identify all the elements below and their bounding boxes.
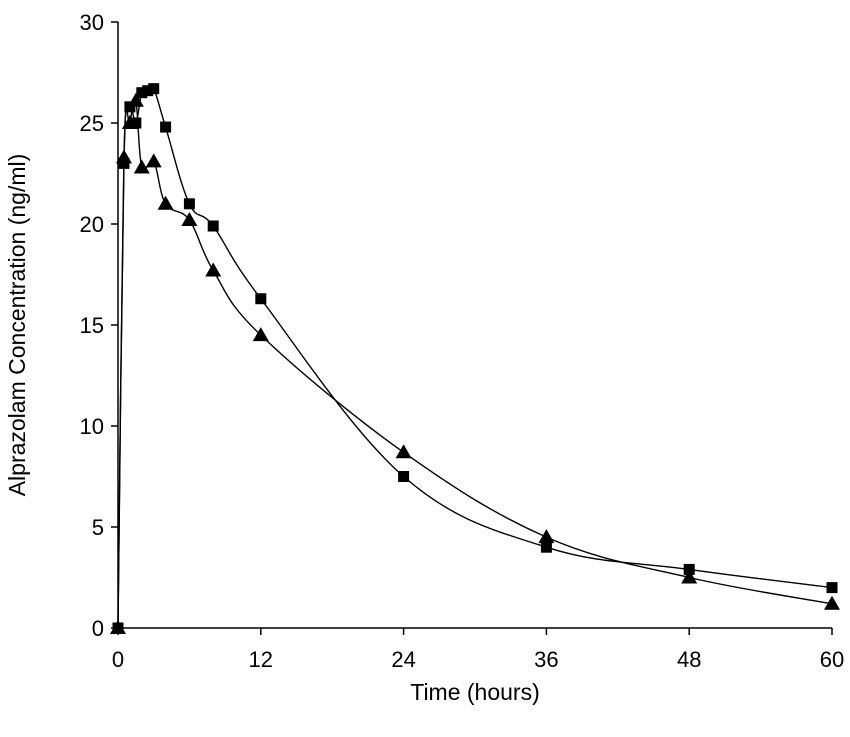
- y-tick-label: 15: [80, 313, 104, 338]
- data-point-square: [183, 198, 195, 210]
- data-point-triangle: [115, 149, 132, 164]
- data-point-square: [136, 87, 148, 99]
- x-tick-label: 12: [249, 647, 273, 672]
- y-ticks: 0 5 10 15 20 25 30: [80, 10, 118, 641]
- axes: [117, 22, 832, 629]
- y-axis-title: Alprazolam Concentration (ng/ml): [4, 154, 30, 497]
- y-tick-label: 20: [80, 212, 104, 237]
- x-tick-label: 60: [820, 647, 844, 672]
- data-point-triangle: [181, 211, 198, 226]
- series-line-triangle: [117, 98, 833, 629]
- data-point-square: [142, 85, 154, 97]
- data-point-triangle: [538, 529, 555, 544]
- data-point-square: [124, 101, 136, 113]
- x-tick-label: 24: [391, 647, 415, 672]
- y-tick-label: 5: [92, 515, 104, 540]
- data-point-triangle: [395, 444, 412, 459]
- data-point-triangle: [145, 153, 162, 168]
- x-axis-title: Time (hours): [410, 679, 540, 705]
- data-point-square: [160, 121, 172, 133]
- data-point-square: [130, 117, 142, 129]
- series-layer: [110, 83, 840, 634]
- data-point-triangle: [824, 595, 840, 610]
- data-point-triangle: [127, 92, 144, 107]
- y-tick-label: 0: [92, 616, 104, 641]
- data-point-triangle: [133, 159, 150, 174]
- data-point-square: [255, 293, 267, 305]
- data-point-square: [540, 541, 552, 553]
- data-point-square: [683, 563, 695, 575]
- x-tick-label: 0: [112, 647, 124, 672]
- series-triangle: [110, 92, 840, 634]
- data-point-triangle: [681, 569, 698, 584]
- series-line-square: [117, 85, 833, 629]
- y-tick-label: 30: [80, 10, 104, 35]
- x-tick-label: 48: [677, 647, 701, 672]
- data-point-triangle: [205, 262, 222, 277]
- data-point-square: [398, 471, 410, 482]
- y-tick-label: 25: [80, 111, 104, 136]
- series-square: [112, 83, 838, 634]
- data-point-square: [207, 220, 219, 232]
- y-tick-label: 10: [80, 414, 104, 439]
- data-point-square: [826, 582, 838, 594]
- x-ticks: 0 12 24 36 48 60: [112, 628, 844, 672]
- data-point-square: [148, 83, 160, 95]
- data-point-triangle: [252, 327, 269, 342]
- data-point-triangle: [157, 195, 174, 210]
- x-tick-label: 36: [534, 647, 558, 672]
- data-point-triangle: [121, 115, 138, 129]
- data-point-triangle: [110, 620, 126, 634]
